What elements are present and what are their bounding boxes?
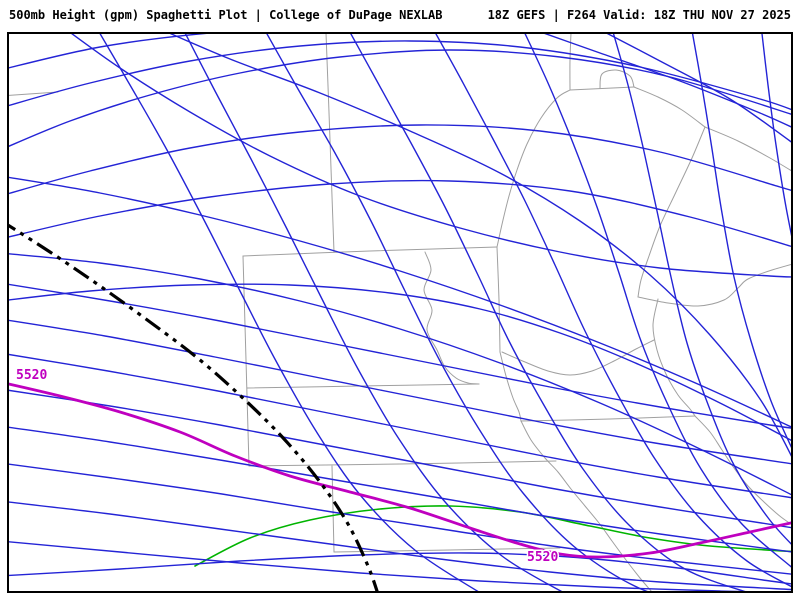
state-border-line (599, 69, 635, 89)
ensemble-member-line (9, 541, 746, 591)
state-border-line (652, 298, 696, 417)
ensemble-member-line (71, 34, 791, 278)
ensemble-member-line (9, 49, 791, 147)
state-border-line (501, 339, 655, 376)
ensemble-member-line (544, 34, 791, 128)
ensemble-member-line (9, 124, 791, 195)
ensemble-member-line (9, 34, 207, 69)
state-border-line (242, 255, 250, 467)
ensemble-member-line (691, 34, 791, 448)
ensemble-member-line (612, 34, 791, 545)
state-border-line (704, 126, 791, 172)
state-border-line (569, 86, 635, 91)
map-layers (9, 34, 791, 591)
ensemble-member-line (9, 319, 791, 465)
ensemble-member-line (524, 34, 791, 568)
state-border-line (242, 246, 498, 257)
plot-title: 500mb Height (gpm) Spaghetti Plot | Coll… (9, 8, 443, 22)
ensemble-member-line (169, 34, 791, 457)
state-border-line (423, 251, 480, 385)
ensemble-member-line (606, 34, 791, 143)
state-border-line (569, 34, 572, 91)
state-border-line (520, 415, 696, 422)
ensemble-member-line (9, 283, 791, 429)
ensemble-member-line (184, 34, 563, 591)
state-border-line (325, 34, 335, 253)
state-border-line (633, 86, 706, 128)
ensemble-member-line (99, 34, 479, 591)
model-run-info: 18Z GEFS | F264 Valid: 18Z THU NOV 27 20… (487, 8, 791, 22)
state-border-line (331, 465, 335, 553)
ensemble-member-line (9, 389, 791, 529)
contour-label: 5520 (527, 550, 558, 565)
trough-axis-line (9, 223, 379, 591)
ensemble-member-line (435, 34, 791, 588)
ensemble-member-line (9, 179, 791, 248)
ensemble-member-line (9, 40, 791, 111)
state-border-line (496, 246, 501, 353)
ensemble-member-line (350, 34, 746, 591)
ensemble-member-line (9, 426, 791, 553)
state-border-line (499, 351, 522, 422)
ensemble-member-line (9, 501, 791, 591)
contour-label: 5520 (16, 368, 47, 383)
ensemble-member-line (9, 353, 791, 499)
map-border (7, 32, 793, 593)
state-border-line (637, 263, 791, 307)
ensemble-member-line (9, 176, 791, 428)
ensemble-member-line (9, 253, 791, 496)
ensemble-member-line (9, 552, 791, 585)
ensemble-member-line (9, 283, 791, 442)
highlighted-contour-line (9, 382, 791, 559)
ensemble-member-line (9, 463, 791, 575)
ensemble-member-line (761, 34, 791, 237)
state-border-line (248, 460, 557, 467)
state-border-line (520, 420, 652, 591)
secondary-contour-line (194, 505, 791, 567)
title-bar: 500mb Height (gpm) Spaghetti Plot | Coll… (0, 0, 800, 30)
